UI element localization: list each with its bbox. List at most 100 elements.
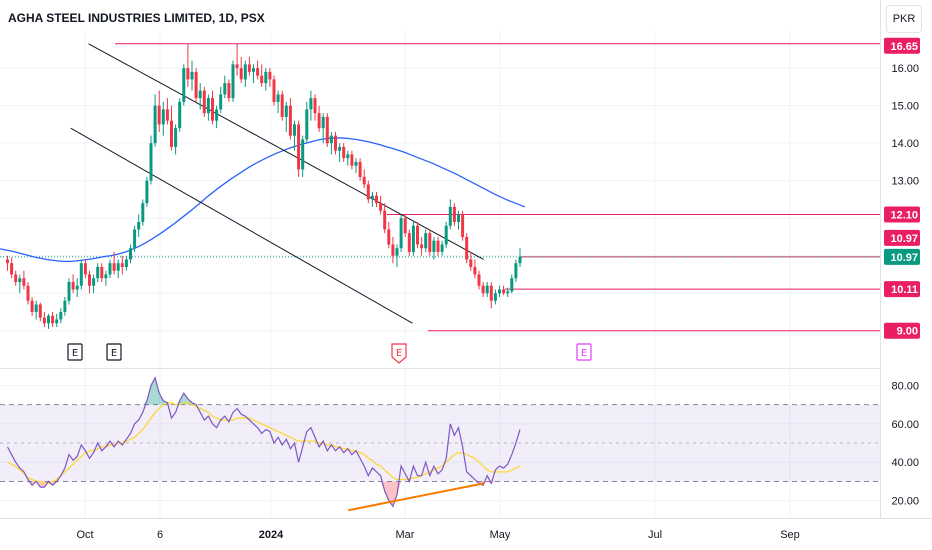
candle xyxy=(395,244,399,267)
candle xyxy=(202,86,206,117)
candle xyxy=(215,105,219,129)
candle-body xyxy=(309,98,313,110)
candle xyxy=(518,248,522,267)
candle xyxy=(141,199,145,226)
candle-body xyxy=(469,259,473,267)
candle-body xyxy=(141,203,145,222)
candle xyxy=(235,43,239,76)
candle-body xyxy=(420,244,424,249)
candle xyxy=(252,64,255,84)
candle-body xyxy=(186,68,190,80)
candle-body xyxy=(51,315,55,324)
candle xyxy=(514,259,518,282)
candle xyxy=(63,296,67,316)
candle xyxy=(211,90,214,125)
candle-body xyxy=(182,68,186,102)
candle-body xyxy=(260,75,264,84)
level-tag-10-11: 10.11 xyxy=(884,281,920,298)
candle-body xyxy=(325,116,329,144)
rsi-tick-label: 20.00 xyxy=(891,496,919,508)
candle-body xyxy=(96,266,100,279)
candle xyxy=(293,120,296,151)
level-tag-9-00-text: 9.00 xyxy=(897,326,918,338)
candle-body xyxy=(34,304,38,312)
rsi-oversold-fill xyxy=(384,481,389,501)
candle xyxy=(457,210,460,230)
candle xyxy=(383,203,387,234)
candle-body xyxy=(297,124,301,170)
candle xyxy=(161,101,165,136)
candle xyxy=(79,259,83,290)
candle-body xyxy=(92,278,96,286)
candle-body xyxy=(379,203,383,211)
candle-body xyxy=(63,300,67,312)
time-tick-label: 6 xyxy=(157,529,163,541)
candle-body xyxy=(436,240,440,252)
candle xyxy=(346,150,350,166)
candle-body xyxy=(457,214,460,222)
candle-body xyxy=(83,263,87,275)
candle-body xyxy=(391,244,395,256)
candle xyxy=(428,229,432,256)
candle-body xyxy=(428,233,432,252)
level-tag-9-00: 9.00 xyxy=(884,322,920,339)
candle-body xyxy=(362,176,366,185)
rsi-axis[interactable]: 80.00 60.00 40.00 20.00 xyxy=(891,380,919,507)
candle xyxy=(350,150,354,170)
candle-body xyxy=(190,71,194,80)
rsi-line xyxy=(6,376,521,508)
candle-body xyxy=(268,71,272,80)
candle xyxy=(469,251,473,271)
candle-body xyxy=(514,263,518,279)
candle xyxy=(198,83,202,110)
candle xyxy=(297,120,301,177)
candle-body xyxy=(157,105,161,125)
candle-body xyxy=(506,291,510,294)
candle-body xyxy=(38,304,42,318)
candle xyxy=(219,86,223,114)
candle xyxy=(313,94,317,121)
candle xyxy=(502,285,506,296)
candle-body xyxy=(407,233,411,252)
candle xyxy=(38,302,42,322)
level-tag-10-97-upper-text: 10.97 xyxy=(890,233,918,245)
candle-body xyxy=(75,285,79,290)
candle-body xyxy=(354,161,358,166)
candle-body xyxy=(375,195,378,204)
candle xyxy=(379,195,383,215)
candle-body xyxy=(448,206,452,226)
candle xyxy=(329,131,333,155)
candle-body xyxy=(350,154,354,166)
candle-body xyxy=(288,105,292,136)
price-pane xyxy=(0,43,880,332)
rsi-overbought-fill xyxy=(155,377,160,405)
candle xyxy=(498,285,501,297)
candle xyxy=(174,124,178,155)
candle xyxy=(256,60,260,80)
candle-body xyxy=(235,64,239,69)
candle xyxy=(190,60,194,91)
earnings-marker-shape xyxy=(391,343,407,364)
candle-body xyxy=(71,281,75,290)
candle-body xyxy=(424,233,428,249)
candle-body xyxy=(206,98,210,114)
candle-body xyxy=(108,263,112,275)
candle xyxy=(206,94,210,121)
candle-body xyxy=(30,300,34,312)
candle-body xyxy=(133,229,137,249)
time-axis[interactable]: Oct 6 2024 Mar May Jul Sep xyxy=(76,529,799,541)
candle-body xyxy=(342,146,346,159)
currency-button[interactable]: PKR xyxy=(886,5,922,33)
candle-body xyxy=(178,101,182,129)
candle-body xyxy=(211,98,214,121)
earnings-marker: E xyxy=(67,343,83,361)
candle-body xyxy=(432,240,436,252)
candle xyxy=(325,113,329,147)
candle-body xyxy=(6,259,9,264)
level-tag-16-65: 16.65 xyxy=(884,37,920,54)
candle-body xyxy=(26,285,30,301)
candle xyxy=(440,240,444,256)
candle xyxy=(59,308,63,324)
candle xyxy=(485,281,489,297)
